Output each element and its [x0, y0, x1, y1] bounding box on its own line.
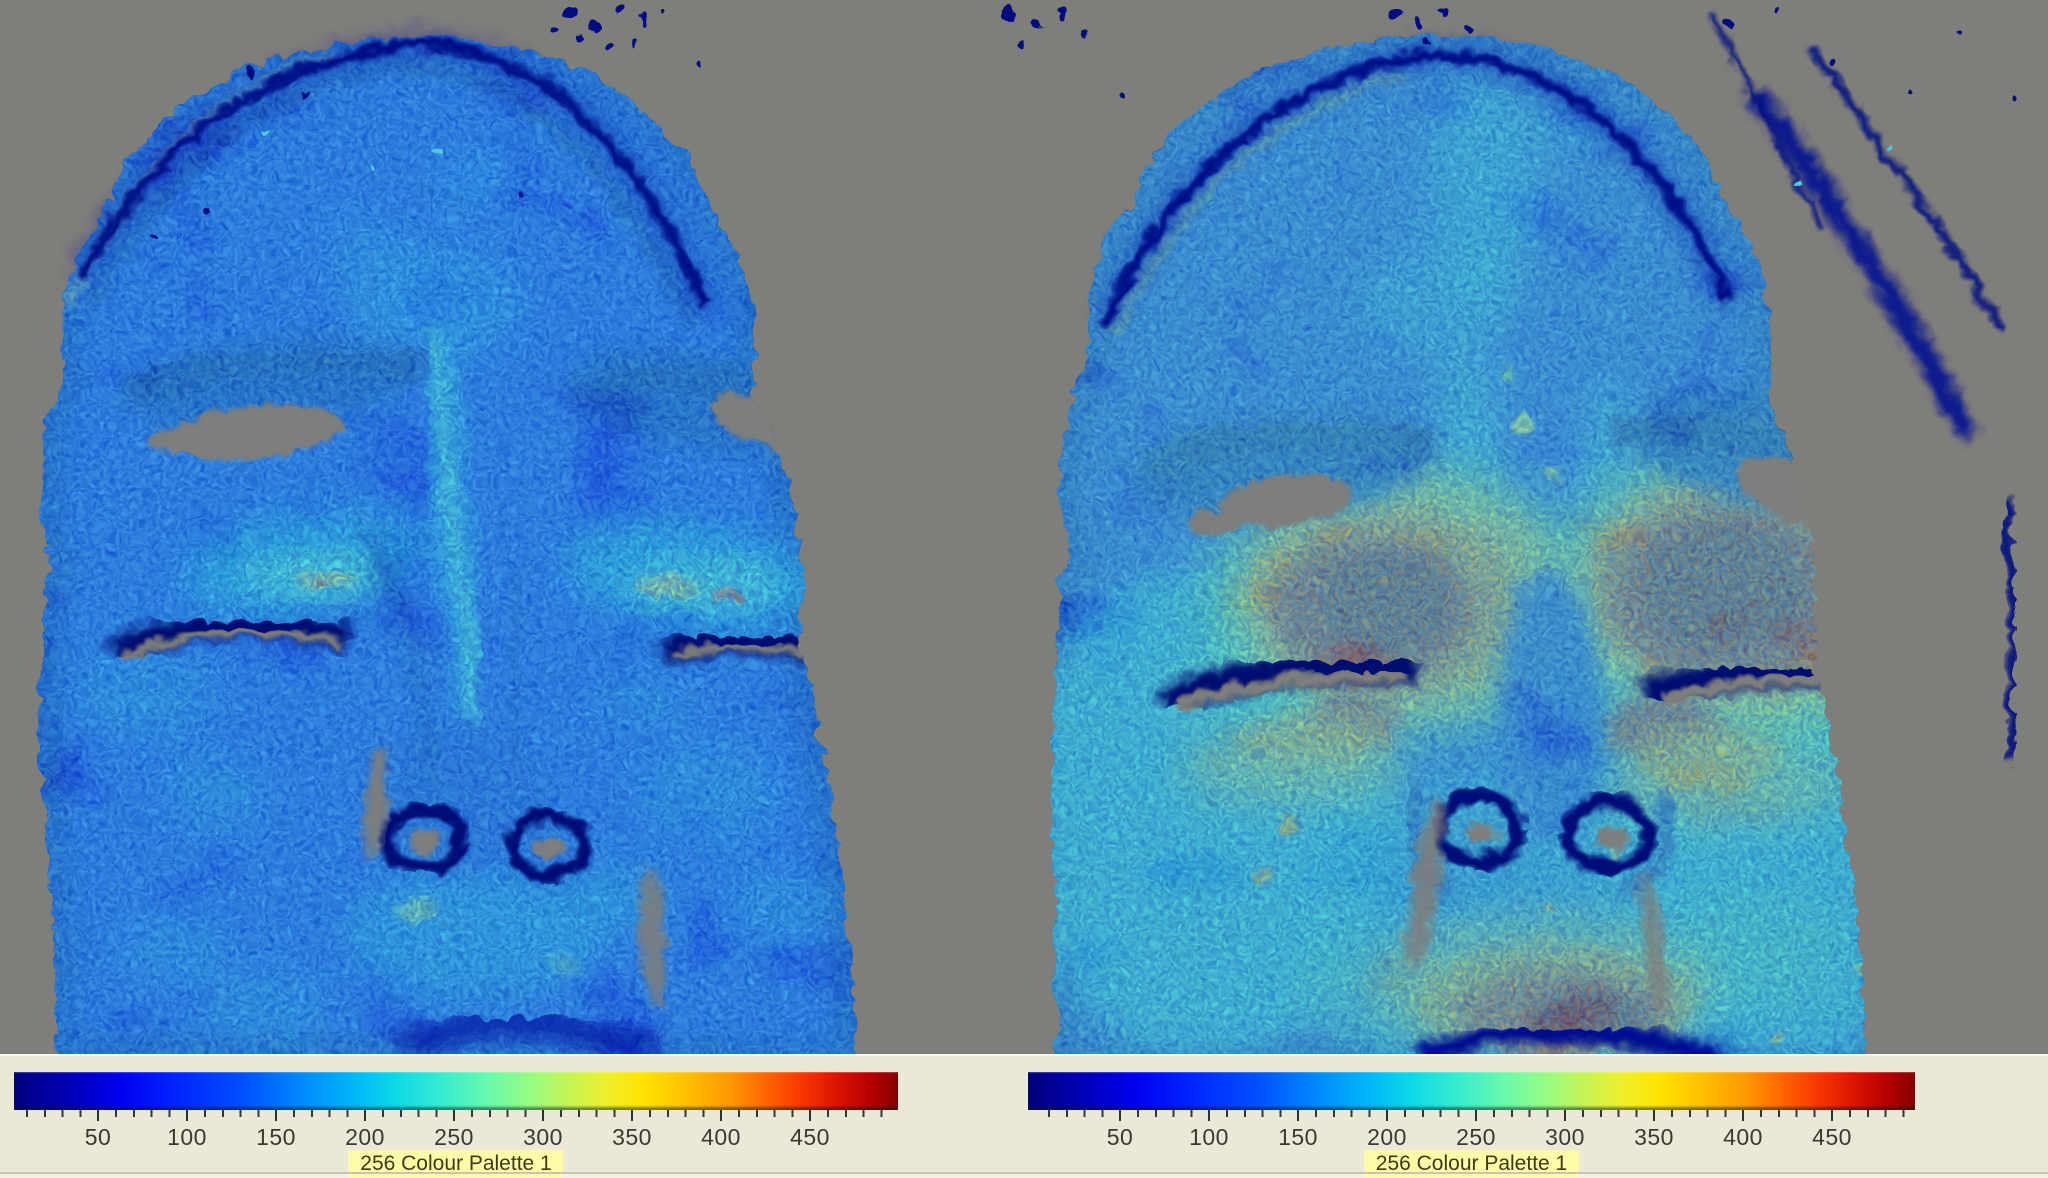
- colorbar-tick-mark: [720, 1110, 722, 1121]
- left-thermal-face-image: [36, 3, 853, 1056]
- colorbar-right-ticks: [1028, 1110, 1915, 1122]
- palette-label[interactable]: 256 Colour Palette 1: [1363, 1150, 1580, 1178]
- palette-label[interactable]: 256 Colour Palette 1: [348, 1150, 564, 1178]
- colorbar-tick-label: 300: [1545, 1124, 1585, 1150]
- colorbar-tick-mark: [1742, 1110, 1744, 1121]
- colorbar-tick-label: 200: [345, 1124, 385, 1150]
- colorbar-tick-label: 50: [1106, 1124, 1134, 1150]
- colorbar-tick-mark: [364, 1110, 366, 1121]
- colorbar-tick-mark: [1564, 1110, 1566, 1121]
- colorbar-tick-mark: [1208, 1110, 1210, 1121]
- colorbar-tick-label: 400: [701, 1124, 741, 1150]
- colorbar-tick-label: 150: [256, 1124, 296, 1150]
- colorbar-tick-mark: [453, 1110, 455, 1121]
- colorbar-tick-label: 300: [523, 1124, 563, 1150]
- colorbar-tick-label: 150: [1278, 1124, 1318, 1150]
- colorbar-tick-mark: [275, 1110, 277, 1121]
- colorbar-tick-mark: [1475, 1110, 1477, 1121]
- colorbar-tick-mark: [1386, 1110, 1388, 1121]
- colorbar-tick-label: 200: [1367, 1124, 1407, 1150]
- colorbar-tick-mark: [1831, 1110, 1833, 1121]
- colorbar-tick-mark: [1653, 1110, 1655, 1121]
- colorbar-tick-mark: [542, 1110, 544, 1121]
- colorbar-tick-mark: [809, 1110, 811, 1121]
- colorbar-tick-label: 100: [1189, 1124, 1229, 1150]
- colorbar-left-ticks: [14, 1110, 898, 1122]
- heatmap-image-area: [36, 3, 2015, 1056]
- colorbar-tick-label: 450: [1812, 1124, 1852, 1150]
- right-thermal-face-image: [1002, 4, 2015, 1056]
- colorbar-right: 50 100 150 200 250 300 350 400 450 256 Colour Pa…: [1028, 1072, 1915, 1178]
- colorbar-tick-label: 250: [434, 1124, 474, 1150]
- colorbar-tick-label: 450: [790, 1124, 830, 1150]
- colorbar-left: 50 100 150 200 250 300 350 400 450 256 Colour Pa…: [14, 1072, 898, 1178]
- colorbar-tick-mark: [97, 1110, 99, 1121]
- colorbar-tick-label: 350: [1634, 1124, 1674, 1150]
- colorbar-right-gradient: [1028, 1072, 1915, 1110]
- colorbar-tick-mark: [186, 1110, 188, 1121]
- colorbar-tick-label: 100: [167, 1124, 207, 1150]
- colorbar-tick-label: 250: [1456, 1124, 1496, 1150]
- colorbar-tick-label: 350: [612, 1124, 652, 1150]
- colorbar-right-tick-labels: 50 100 150 200 250 300 350 400 450: [1028, 1124, 1915, 1152]
- colorbar-tick-mark: [1119, 1110, 1121, 1121]
- speckle-noise-dots: [1002, 4, 2015, 181]
- colorbar-tick-label: 50: [84, 1124, 112, 1150]
- colorbar-tick-mark: [1297, 1110, 1299, 1121]
- colorbar-left-tick-labels: 50 100 150 200 250 300 350 400 450: [14, 1124, 898, 1152]
- colorbar-tick-label: 400: [1723, 1124, 1763, 1150]
- ear-edge-line: [1998, 494, 2014, 759]
- colour-scale-panel: 50 100 150 200 250 300 350 400 450 256 Colour Pa…: [0, 1054, 2048, 1178]
- colorbar-tick-mark: [631, 1110, 633, 1121]
- colorbar-left-gradient: [14, 1072, 898, 1110]
- speckle-noise-dots: [149, 3, 703, 235]
